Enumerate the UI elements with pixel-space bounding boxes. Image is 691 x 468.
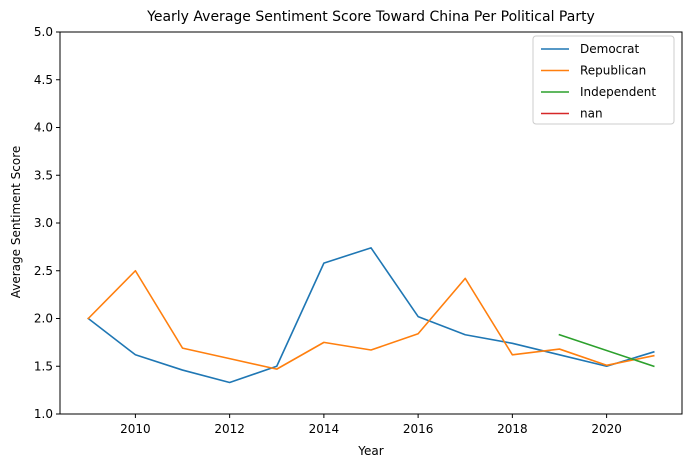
y-tick-label: 3.5 [34, 168, 53, 182]
x-axis-title: Year [357, 444, 383, 458]
legend-label-republican: Republican [580, 64, 646, 78]
legend-label-democrat: Democrat [580, 42, 640, 56]
series-layer [87, 247, 655, 384]
x-tick-label: 2010 [120, 422, 151, 436]
series-line-independent [558, 333, 655, 368]
legend-item-independent: Independent [541, 85, 656, 99]
legend-box [532, 35, 675, 125]
y-tick-label: 1.0 [34, 407, 53, 421]
y-tick-label: 5.0 [34, 25, 53, 39]
y-tick-label: 3.0 [34, 216, 53, 230]
y-tick-label: 2.5 [34, 264, 53, 278]
x-tick-label: 2012 [214, 422, 245, 436]
y-tick-label: 4.0 [34, 121, 53, 135]
legend-item-democrat: Democrat [541, 42, 640, 56]
series-line-republican [87, 269, 655, 370]
series-line-democrat [87, 247, 655, 384]
y-tick-label: 4.5 [34, 73, 53, 87]
x-tick-label: 2018 [497, 422, 528, 436]
legend-item-nan: nan [541, 107, 603, 121]
y-axis-title: Average Sentiment Score [9, 146, 23, 299]
x-tick-label: 2020 [591, 422, 622, 436]
legend-label-nan: nan [580, 107, 603, 121]
legend: Democrat Republican Independent nan [532, 35, 675, 125]
legend-label-independent: Independent [580, 85, 656, 99]
y-axis: 1.0 1.5 2.0 2.5 3.0 3.5 4.0 4.5 5.0 [34, 25, 60, 421]
x-axis: 2010 2012 2014 2016 2018 2020 [120, 414, 622, 436]
legend-item-republican: Republican [541, 64, 646, 78]
chart-title: Yearly Average Sentiment Score Toward Ch… [146, 9, 595, 25]
x-tick-label: 2016 [403, 422, 434, 436]
y-tick-label: 1.5 [34, 359, 53, 373]
y-tick-label: 2.0 [34, 312, 53, 326]
x-tick-label: 2014 [309, 422, 340, 436]
